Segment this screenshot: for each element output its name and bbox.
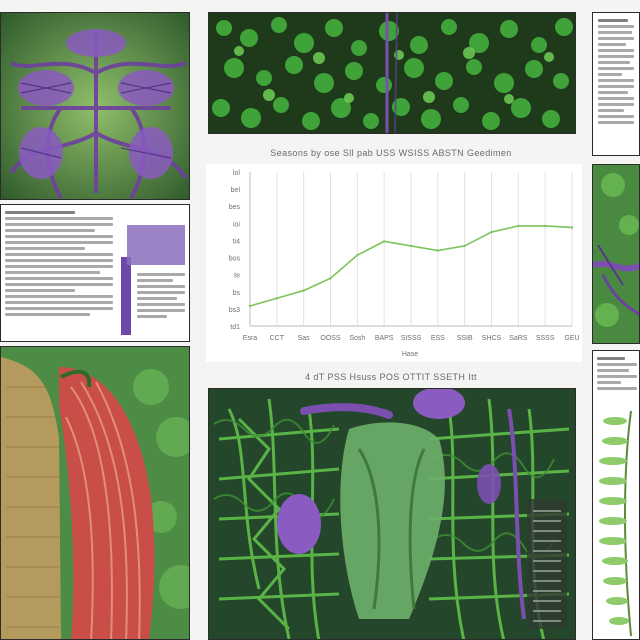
- data-point: [409, 244, 413, 248]
- x-tick-label: Sosh: [349, 335, 365, 342]
- series-points: [248, 224, 574, 308]
- leaf-canopy-photo: [208, 12, 576, 134]
- document-side-lines: [137, 273, 185, 321]
- x-tick-label: GEU: [564, 335, 579, 342]
- data-point: [463, 244, 466, 248]
- x-tick-label: CCT: [270, 335, 285, 342]
- data-point: [356, 253, 359, 257]
- y-tick-label: lol: [233, 170, 240, 177]
- x-axis-title: Hase: [402, 351, 418, 358]
- data-point: [543, 224, 547, 228]
- canopy-art-svg: [209, 13, 575, 133]
- y-tick-label: ioi: [233, 221, 240, 228]
- data-point: [302, 289, 305, 292]
- x-tick-label: Esra: [243, 335, 258, 342]
- right-vein-thumbnail: [592, 164, 640, 344]
- y-tick-labels: lol bel bes ioi ti4 bos te bs bs3 td1: [229, 170, 241, 331]
- x-tick-label: Sas: [298, 335, 311, 342]
- organ-vein-illustration: [208, 388, 576, 640]
- fern-art-svg: [599, 410, 632, 637]
- data-point: [275, 297, 279, 300]
- document-page-top-right: [592, 12, 640, 156]
- y-tick-label: bes: [229, 204, 241, 211]
- data-point: [490, 230, 493, 234]
- y-tick-label: ti4: [233, 238, 241, 245]
- purple-sidebar-strip: [121, 257, 131, 335]
- y-tick-label: bs3: [229, 307, 240, 314]
- data-point: [570, 226, 574, 229]
- purple-diagram-thumbnail: [127, 225, 185, 265]
- data-point: [382, 240, 386, 243]
- document-page-left: [0, 204, 190, 342]
- y-tick-label: bos: [229, 256, 241, 263]
- y-tick-label: bs: [233, 290, 241, 297]
- y-tick-label: bel: [231, 187, 241, 194]
- x-tick-label: SSIB: [457, 335, 473, 342]
- botanical-vein-illustration: [0, 12, 190, 200]
- data-point: [436, 249, 440, 252]
- bottom-figure-caption: 4 dT PSS Hsuss POS OTTIT SSETH Itt: [305, 372, 477, 382]
- x-tick-label: SaRS: [509, 335, 528, 342]
- x-tick-label: BAPS: [375, 335, 394, 342]
- organ-art-svg: [209, 389, 575, 639]
- muscle-art-svg: [1, 347, 189, 639]
- fern-doc-lines: [597, 357, 637, 393]
- x-tick-label: OOSS: [320, 335, 341, 342]
- y-tick-label: td1: [230, 324, 240, 331]
- x-tick-label: ESS: [431, 335, 445, 342]
- vein-art-svg: [1, 13, 189, 199]
- document-body-lines: [5, 211, 113, 319]
- x-tick-label: SHCS: [482, 335, 502, 342]
- fern-sprig-illustration: [592, 350, 640, 640]
- line-chart: lol bel bes ioi ti4 bos te bs bs3 td1 Esra CCT Sas O…: [206, 164, 582, 362]
- data-point: [248, 304, 252, 308]
- chart-gridlines: [249, 172, 573, 327]
- right-thumb-svg: [593, 165, 639, 343]
- y-tick-label: te: [234, 273, 240, 280]
- anatomy-muscle-illustration: [0, 346, 190, 640]
- x-tick-label: SISSS: [401, 335, 422, 342]
- line-chart-svg: lol bel bes ioi ti4 bos te bs bs3 td1 Esra CCT Sas O…: [229, 170, 580, 358]
- x-tick-labels: Esra CCT Sas OOSS Sosh BAPS SISSS ESS SSIB SHCS Sa…: [243, 335, 580, 342]
- data-point: [329, 277, 332, 280]
- data-point: [517, 224, 520, 228]
- document-text-lines: [598, 19, 634, 124]
- chart-title: Seasons by ose Sll pab USS WSISS ABSTN G…: [270, 148, 512, 158]
- x-tick-label: SSSS: [536, 335, 555, 342]
